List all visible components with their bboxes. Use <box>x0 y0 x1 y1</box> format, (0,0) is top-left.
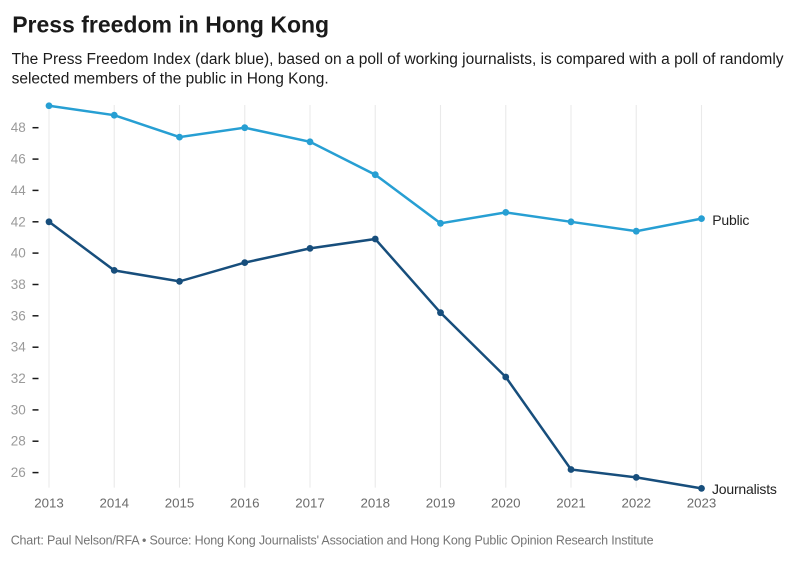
svg-text:2020: 2020 <box>491 496 521 511</box>
svg-text:42: 42 <box>11 214 26 229</box>
svg-text:Chart: Paul Nelson/RFA • Sourc: Chart: Paul Nelson/RFA • Source: Hong Ko… <box>11 534 654 548</box>
svg-text:The Press Freedom Index (dark: The Press Freedom Index (dark blue), bas… <box>12 51 784 68</box>
svg-text:30: 30 <box>11 402 26 417</box>
svg-text:2015: 2015 <box>165 496 195 511</box>
svg-text:Press freedom in Hong Kong: Press freedom in Hong Kong <box>12 12 329 38</box>
svg-text:2014: 2014 <box>99 496 129 511</box>
svg-text:Public: Public <box>712 212 749 228</box>
svg-text:2018: 2018 <box>360 496 390 511</box>
svg-text:44: 44 <box>11 183 27 198</box>
svg-text:40: 40 <box>11 246 26 261</box>
svg-text:2022: 2022 <box>621 496 651 511</box>
svg-text:2013: 2013 <box>34 496 64 511</box>
svg-text:48: 48 <box>11 120 26 135</box>
svg-text:38: 38 <box>11 277 26 292</box>
svg-text:Journalists: Journalists <box>712 481 777 497</box>
svg-text:46: 46 <box>11 152 26 167</box>
svg-text:28: 28 <box>11 434 26 449</box>
svg-text:2023: 2023 <box>687 496 717 511</box>
svg-text:36: 36 <box>11 308 26 323</box>
svg-text:2016: 2016 <box>230 496 260 511</box>
svg-text:2017: 2017 <box>295 496 325 511</box>
svg-text:2019: 2019 <box>426 496 456 511</box>
svg-text:2021: 2021 <box>556 496 586 511</box>
svg-text:34: 34 <box>11 340 27 355</box>
svg-text:selected members of the public: selected members of the public in Hong K… <box>12 70 329 87</box>
svg-text:26: 26 <box>11 465 26 480</box>
svg-text:32: 32 <box>11 371 26 386</box>
